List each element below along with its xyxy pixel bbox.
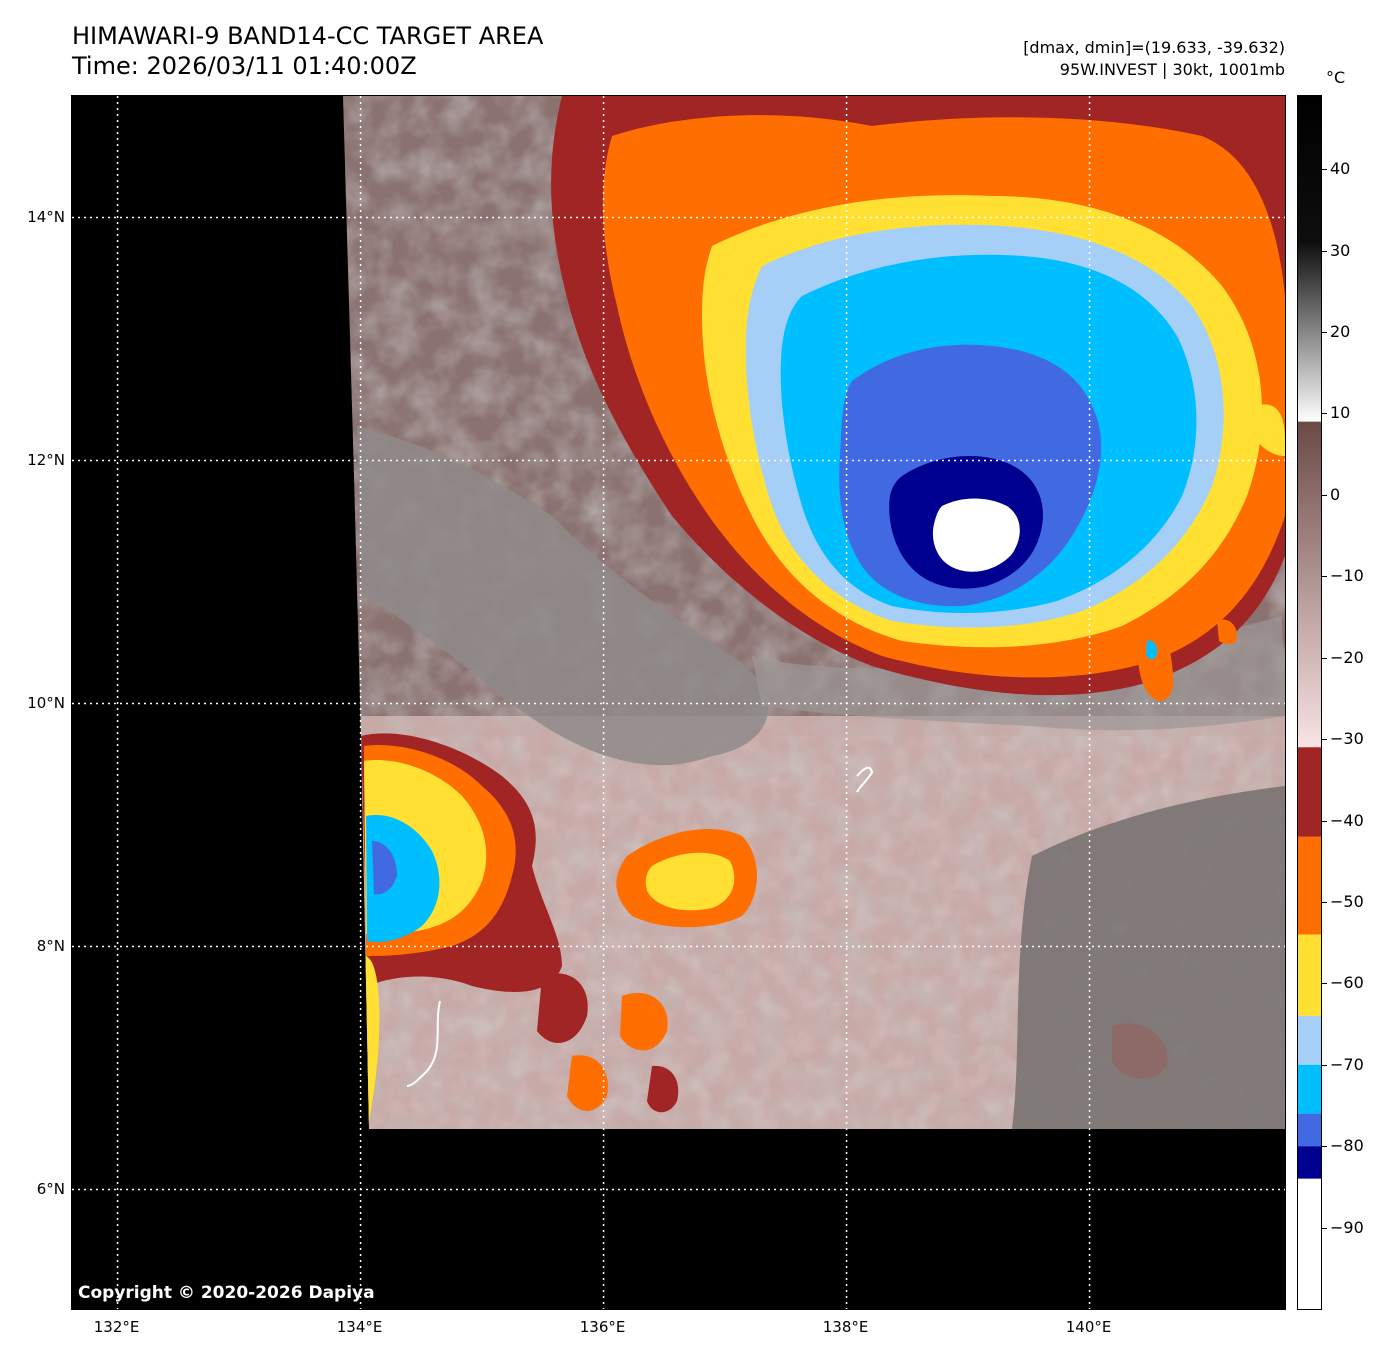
dmax-dmin-readout: [dmax, dmin]=(19.633, -39.632) — [1023, 38, 1285, 57]
colorbar-label-40: 40 — [1330, 159, 1351, 179]
cell-9n-137e-yellow — [645, 852, 735, 911]
colorbar-label--10: −10 — [1330, 566, 1364, 586]
colorbar-label-0: 0 — [1330, 484, 1341, 504]
cell-east-small — [1217, 619, 1237, 645]
imagery-layer — [343, 96, 1285, 1129]
colorbar-label--90: −90 — [1330, 1217, 1364, 1237]
colorbar-band-0 — [1298, 96, 1321, 422]
warm-patch-se — [1112, 1023, 1168, 1079]
lat-label-8: 8°N — [36, 936, 65, 955]
colorbar-label--80: −80 — [1330, 1136, 1364, 1156]
lon-label-134: 134°E — [336, 1318, 383, 1336]
copyright: Copyright © 2020-2026 Dapiya — [78, 1283, 375, 1303]
lon-label-136: 136°E — [579, 1318, 626, 1336]
image-time: Time: 2026/03/11 01:40:00Z — [72, 52, 417, 80]
satellite-map: Copyright © 2020-2026 Dapiya — [71, 95, 1286, 1310]
lat-label-10: 10°N — [27, 693, 65, 712]
colorbar-tick--10 — [1322, 576, 1327, 578]
colorbar-label-20: 20 — [1330, 322, 1351, 342]
satellite-imagery — [72, 96, 1285, 1309]
colorbar-band-8 — [1298, 1146, 1321, 1179]
gridlines — [72, 96, 1285, 1309]
colorbar-tick--50 — [1322, 901, 1327, 903]
colorbar-tick--90 — [1322, 1227, 1327, 1229]
lat-label-12: 12°N — [27, 450, 65, 469]
colorbar-tick--30 — [1322, 739, 1327, 741]
colorbar-label-30: 30 — [1330, 240, 1351, 260]
colorbar-band-2 — [1298, 747, 1321, 837]
colorbar-band-6 — [1298, 1064, 1321, 1114]
coastline-island — [856, 766, 874, 793]
colorbar-tick-30 — [1322, 250, 1327, 252]
colorbar-label--50: −50 — [1330, 891, 1364, 911]
colorbar-tick--70 — [1322, 1064, 1327, 1066]
storm-core-white — [932, 498, 1020, 572]
lon-label-140: 140°E — [1065, 1318, 1112, 1336]
image-title: HIMAWARI-9 BAND14-CC TARGET AREA — [72, 22, 544, 50]
colorbar-tick-10 — [1322, 413, 1327, 415]
colorbar-label--30: −30 — [1330, 729, 1364, 749]
colorbar-label--70: −70 — [1330, 1054, 1364, 1074]
lon-label-138: 138°E — [822, 1318, 869, 1336]
cell-south-1 — [537, 973, 588, 1043]
cell-south-2 — [620, 992, 668, 1051]
lat-label-14: 14°N — [27, 207, 65, 226]
colorbar-label--20: −20 — [1330, 647, 1364, 667]
colorbar-band-3 — [1298, 836, 1321, 935]
colorbar-band-1 — [1298, 421, 1321, 748]
sw-cluster-blue — [372, 841, 397, 895]
grey-cloud-southeast — [1012, 786, 1285, 1129]
lon-label-132: 132°E — [93, 1318, 140, 1336]
colorbar-tick--20 — [1322, 657, 1327, 659]
lat-label-6: 6°N — [36, 1179, 65, 1198]
cell-10n-140e-core — [1146, 640, 1158, 660]
colorbar-band-7 — [1298, 1113, 1321, 1147]
colorbar-tick--60 — [1322, 983, 1327, 985]
coastline-palau — [406, 1000, 441, 1087]
colorbar-unit: °C — [1326, 68, 1346, 87]
colorbar-swatches — [1298, 96, 1321, 1309]
colorbar-tick--40 — [1322, 820, 1327, 822]
cell-south-4 — [647, 1065, 679, 1113]
grey-cloud-west — [357, 426, 769, 766]
colorbar-tick-20 — [1322, 332, 1327, 334]
colorbar — [1297, 95, 1322, 1310]
colorbar-label--40: −40 — [1330, 810, 1364, 830]
colorbar-tick-40 — [1322, 169, 1327, 171]
colorbar-band-4 — [1298, 934, 1321, 1016]
cell-10n-140e — [1136, 620, 1174, 701]
colorbar-tick-0 — [1322, 494, 1327, 496]
colorbar-label-10: 10 — [1330, 403, 1351, 423]
colorbar-label--60: −60 — [1330, 973, 1364, 993]
storm-info: 95W.INVEST | 30kt, 1001mb — [1059, 60, 1285, 79]
east-cell — [1252, 404, 1285, 456]
colorbar-band-9 — [1298, 1178, 1321, 1309]
cell-south-3 — [567, 1055, 608, 1111]
colorbar-tick--80 — [1322, 1146, 1327, 1148]
colorbar-band-5 — [1298, 1015, 1321, 1065]
